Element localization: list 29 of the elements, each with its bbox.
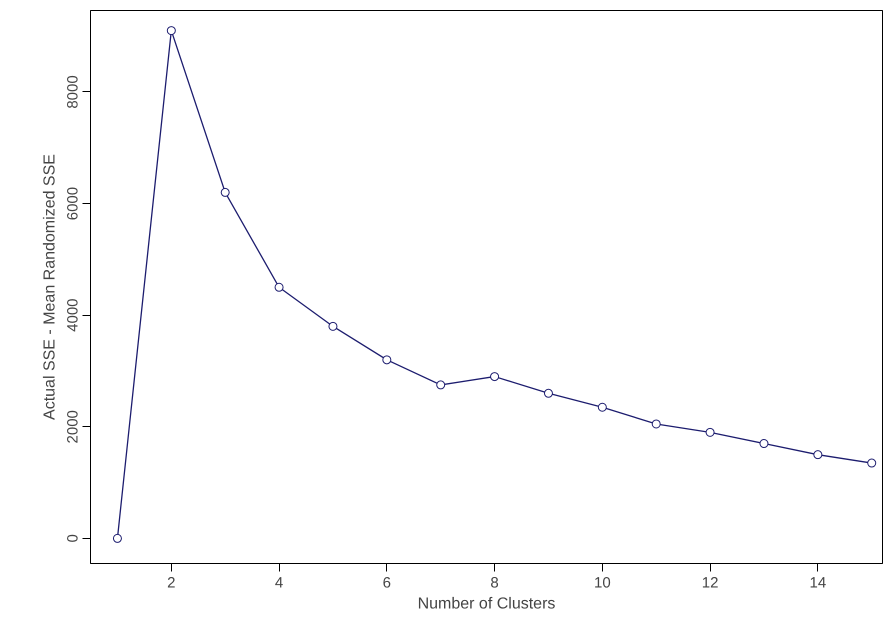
point [166,26,176,36]
x-tick-label: 12 [702,574,718,592]
point [274,282,284,292]
y-axis-title: Actual SSE - Mean Randomized SSE [42,154,58,420]
point [382,355,392,364]
point [220,188,230,197]
x-tick-label: 4 [274,574,284,592]
y-tick-label: 4000 [64,298,82,332]
point [759,439,768,448]
y-tick-label: 8000 [64,75,82,109]
x-tick-label: 2 [167,574,176,592]
x-tick-label: 10 [594,574,611,592]
y-tick-label: 0 [64,534,82,543]
x-tick-label: 14 [810,574,826,592]
point [490,372,500,382]
point [867,458,876,468]
point [598,402,607,412]
point [328,322,338,331]
point [544,388,553,398]
point [813,450,822,460]
x-tick-label: 8 [490,574,499,592]
point [436,380,446,390]
x-axis-title: Number of Clusters [418,596,556,612]
point [706,428,715,437]
point [112,534,122,543]
x-tick-label: 6 [382,574,391,592]
y-tick-label: 6000 [64,186,82,220]
y-tick-label: 2000 [64,410,82,444]
point [652,420,661,428]
